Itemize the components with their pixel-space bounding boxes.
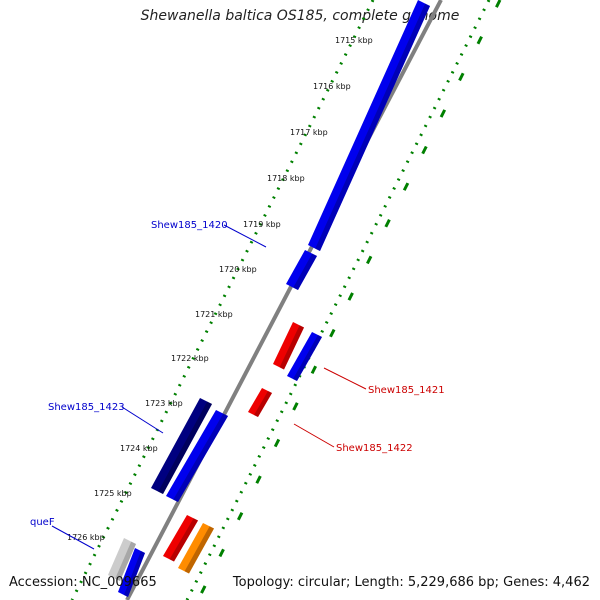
gene-shew185-1421 [273,322,304,370]
gene-shew185-1420-forward [308,0,430,251]
ruler-tick-label: 1725 kbp [94,489,132,498]
gene-label-leader-line [51,525,95,550]
gene-reverse-orange [178,523,214,574]
gene-shew185-1423 [151,398,212,494]
ruler-tick-label: 1726 kbp [67,533,105,542]
ruler-tick-label: 1724 kbp [120,444,158,453]
ruler-tick-labels: 1715 kbp 1716 kbp 1717 kbp 1718 kbp 1719 kbp… [67,36,373,542]
ruler-tick-label: 1722 kbp [171,354,209,363]
gene-features [108,0,430,597]
gene-label: Shew185_1420 [151,220,228,231]
gene-shew185-1420-end [286,250,317,290]
gene-quef [108,538,136,581]
gene-label: Shew185_1421 [368,385,445,396]
accession-text: Accession: NC_009665 [9,575,157,590]
outer-ruler-dotted-line [70,0,375,600]
gene-shew185-1422 [248,388,272,417]
gene-label-leader-line [223,224,267,248]
ruler-tick-label: 1720 kbp [219,265,257,274]
ruler-tick-label: 1719 kbp [243,220,281,229]
ruler-tick-label: 1715 kbp [335,36,373,45]
gene-label-leader-line [323,367,367,390]
genome-summary-text: Topology: circular; Length: 5,229,686 bp… [232,575,590,590]
gene-label: Shew185_1422 [336,443,413,454]
ruler-tick-label: 1716 kbp [313,82,351,91]
gene-quef-forward [118,548,145,597]
ruler-tick-label: 1717 kbp [290,128,328,137]
gene-labels: Shew185_1420 Shew185_1421 Shew185_1422 Shew… [30,220,445,550]
ruler-tick-label: 1723 kbp [145,399,183,408]
inner-track-dashes [196,0,502,600]
gene-forward-1424 [166,410,228,502]
ruler-tick-label: 1718 kbp [267,174,305,183]
gene-reverse-1425 [163,515,198,562]
gene-label-leader-line [293,423,335,448]
gene-forward-1421-near [287,332,322,381]
ruler-tick-label: 1721 kbp [195,310,233,319]
genome-backbone [125,0,443,600]
gene-label: queF [30,517,55,528]
map-title: Shewanella baltica OS185, complete genom… [140,8,460,24]
gene-label: Shew185_1423 [48,402,125,413]
inner-ruler-dotted-line [185,0,491,600]
gene-label-leader-line [121,406,164,434]
